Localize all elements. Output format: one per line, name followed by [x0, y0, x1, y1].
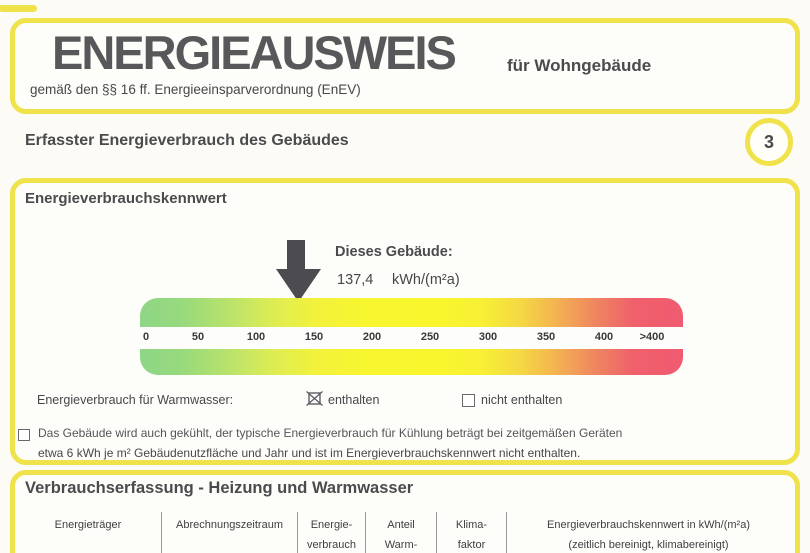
- table-header-line: Energie-: [310, 519, 353, 531]
- building-value-label: Dieses Gebäude:: [335, 244, 453, 260]
- kennwert-box: Energieverbrauchskennwert Dieses Gebäude…: [10, 178, 800, 465]
- table-header-line: Abrechnungszeitraum: [175, 519, 283, 531]
- table-column-separator: [365, 512, 366, 553]
- checkbox-included-checked[interactable]: [306, 391, 323, 406]
- table-header-line: faktor: [457, 539, 486, 551]
- checkbox-not-included-empty[interactable]: [462, 394, 475, 407]
- tick-label: 250: [420, 331, 440, 343]
- page-number: 3: [763, 131, 774, 152]
- law-reference: gemäß den §§ 16 ff. Energieeinsparverord…: [30, 82, 361, 97]
- table-header-line: (zeitlich bereinigt, klimabereinigt): [568, 539, 729, 551]
- verbrauch-title: Verbrauchserfassung - Heizung und Warmwa…: [25, 479, 414, 497]
- page-title-subtitle: für Wohngebäude: [507, 56, 652, 75]
- energy-scale-tick-strip: 0 50 100 150 200 250 300 350 400 >400: [140, 327, 683, 349]
- tick-label: >400: [639, 331, 665, 343]
- tick-label: 300: [478, 331, 498, 343]
- tick-label: 200: [362, 331, 382, 343]
- table-header-energietraeger: Energieträger: [15, 515, 161, 535]
- section-heading: Erfasster Energieverbrauch des Gebäudes: [25, 132, 349, 149]
- table-header-line: Energieverbrauchskennwert in kWh/(m²a): [547, 519, 750, 531]
- table-header-line: Warm-: [384, 539, 418, 551]
- table-header-line: Klima-: [455, 519, 488, 531]
- not-included-option-label: nicht enthalten: [481, 393, 563, 407]
- warmwasser-label: Energieverbrauch für Warmwasser:: [37, 393, 234, 407]
- table-column-separator: [506, 512, 507, 553]
- table-header-line: verbrauch: [307, 539, 356, 551]
- included-option-label: enthalten: [328, 393, 380, 407]
- table-header-klimafaktor: Klima- faktor: [437, 515, 506, 553]
- page-number-badge: 3: [745, 118, 793, 166]
- table-header-energieverbrauch: Energie- verbrauch: [298, 515, 365, 553]
- table-header-abrechnungszeitraum: Abrechnungszeitraum: [162, 515, 297, 535]
- tick-label: 100: [246, 331, 266, 343]
- table-column-separator: [161, 512, 162, 553]
- scan-corner-mark: [0, 5, 37, 12]
- tick-label: 150: [304, 331, 324, 343]
- table-column-separator: [297, 512, 298, 553]
- building-value: 137,4: [337, 272, 374, 288]
- table-column-separator: [436, 512, 437, 553]
- building-value-unit: kWh/(m²a): [392, 272, 460, 288]
- energy-scale-bar: 0 50 100 150 200 250 300 350 400 >400: [140, 298, 683, 375]
- table-header-kennwert: Energieverbrauchskennwert in kWh/(m²a) (…: [507, 515, 790, 553]
- cooling-note-line2: etwa 6 kWh je m² Gebäudenutzfläche und J…: [38, 446, 581, 460]
- kennwert-title: Energieverbrauchskennwert: [25, 190, 227, 207]
- table-header-anteil-warmwasser: Anteil Warm-: [366, 515, 436, 553]
- table-header-line: Anteil: [387, 519, 415, 531]
- tick-label: 350: [536, 331, 556, 343]
- arrow-down-icon: [276, 240, 321, 302]
- cooling-checkbox-empty[interactable]: [18, 429, 30, 441]
- header-box: ENERGIEAUSWEIS für Wohngebäude gemäß den…: [10, 18, 800, 114]
- cooling-note-line1: Das Gebäude wird auch gekühlt, der typis…: [38, 426, 623, 440]
- page-title: ENERGIEAUSWEIS: [52, 26, 457, 79]
- tick-label: 0: [142, 331, 150, 343]
- tick-label: 50: [191, 331, 205, 343]
- tick-label: 400: [594, 331, 614, 343]
- table-header-line: Energieträger: [54, 519, 122, 531]
- verbrauch-box: Verbrauchserfassung - Heizung und Warmwa…: [10, 470, 800, 553]
